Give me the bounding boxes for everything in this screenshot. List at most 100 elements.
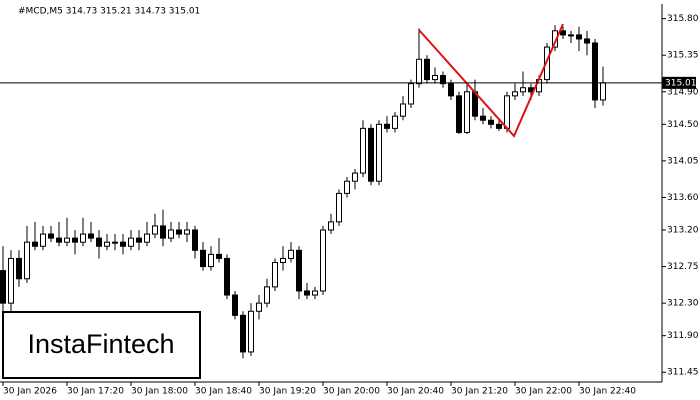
candle-body [184,229,190,235]
candle-body [576,34,582,40]
candle-body [336,192,342,223]
candle-body [464,91,470,133]
candle-body [288,249,294,259]
y-tick-label: 314.50 [667,120,699,130]
y-tick-label: 311.90 [667,331,699,341]
y-tick-label: 315.80 [667,14,699,24]
candle-body [144,233,150,243]
candle-body [488,119,494,125]
candle-body [128,237,134,247]
candle-body [240,314,246,353]
candle-body [280,257,286,264]
candle-body [48,233,54,239]
candle-body [112,241,118,244]
candle-body [568,34,574,37]
candle-body [8,257,14,304]
candle-body [120,241,126,247]
candle-body [584,38,590,44]
candle-body [176,229,182,235]
candle-body [456,95,462,133]
x-tick-label: 30 Jan 19:20 [259,387,316,397]
candle-body [16,257,22,280]
candle-body [64,237,70,243]
candle-body [248,310,254,353]
candle-body [104,241,110,247]
candle-body [328,221,334,231]
candle-body [480,115,486,121]
candle-body [232,294,238,316]
y-tick-label: 314.05 [667,156,699,166]
x-tick-label: 30 Jan 17:20 [67,387,124,397]
y-tick-label: 312.30 [667,299,699,309]
x-tick-label: 30 Jan 20:00 [323,387,380,397]
y-tick-label: 312.75 [667,262,699,272]
y-tick-label: 314.90 [667,87,699,97]
candle-body [592,42,598,101]
double-top-pattern [418,23,564,138]
x-tick-label: 30 Jan 18:40 [195,387,252,397]
price-label: 315.01 [665,78,697,88]
x-tick-label: 30 Jan 21:20 [451,387,508,397]
candle-body [368,127,374,182]
candle-body [544,46,550,81]
candle-body [504,95,510,129]
x-tick-label: 30 Jan 22:00 [515,387,572,397]
candle-body [312,290,318,296]
candle-body [424,58,430,81]
candle-body [296,249,302,292]
y-tick-label: 315.35 [667,51,699,61]
candle-body [448,83,454,97]
candle-body [320,229,326,292]
candle-body [400,103,406,117]
candle-body [512,91,518,97]
candle-body [152,225,158,235]
candle-body [200,249,206,268]
price-label-box [662,76,696,89]
y-tick-label: 311.45 [667,368,699,378]
y-tick-label: 313.60 [667,193,699,203]
candle-body [376,123,382,182]
candle-body [88,233,94,239]
candle-body [440,75,446,85]
y-tick-label: 313.20 [667,225,699,235]
candle-body [392,115,398,129]
candle-body [72,237,78,243]
candle-body [216,253,222,259]
candle-body [0,270,6,304]
candle-body [24,241,30,280]
symbol-header: #MCD,M5 314.73 315.21 314.73 315.01 [18,7,200,17]
x-tick-label: 30 Jan 2026 [3,387,57,397]
candle-body [352,172,358,182]
candle-body [360,127,366,174]
candle-body [272,262,278,288]
x-tick-label: 30 Jan 22:40 [579,387,636,397]
candle-body [560,30,566,36]
plot [0,25,606,359]
candle-body [384,123,390,129]
logo: InstaFintech [27,329,174,359]
candle-body [264,286,270,304]
candle-body [600,82,606,101]
candle-body [496,123,502,129]
candle-body [192,229,198,251]
candle-body [80,233,86,243]
candle-body [32,241,38,247]
candle-body [416,58,422,85]
candle-body [208,253,214,268]
candle-body [344,180,350,194]
candle-body [40,233,46,247]
candle-body [432,75,438,81]
candle-body [304,290,310,296]
x-tick-label: 30 Jan 20:40 [387,387,444,397]
candle-body [256,302,262,312]
candle-body [96,237,102,247]
x-tick-label: 30 Jan 18:00 [131,387,188,397]
candle-body [160,225,166,239]
candle-body [408,83,414,105]
candle-body [136,237,142,243]
candle-body [224,257,230,296]
candle-body [168,229,174,239]
candle-body [56,237,62,243]
candle-body [520,87,526,93]
